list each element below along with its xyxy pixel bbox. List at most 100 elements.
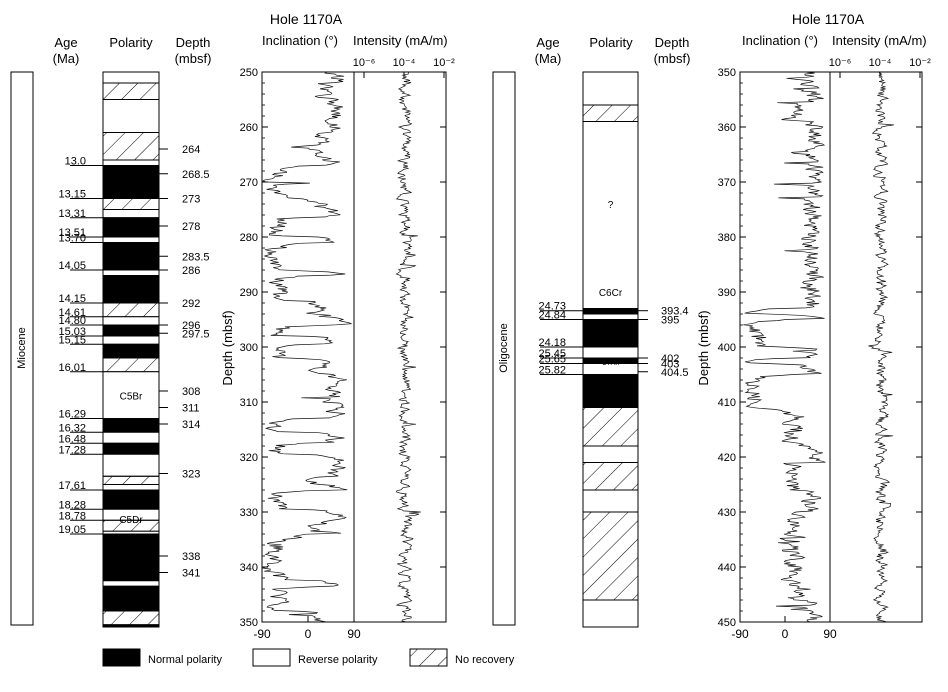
left-inclination-label: Inclination (°) (262, 33, 338, 48)
age-tick-label: 18.28 (58, 499, 86, 511)
left-depth-unit: (mbsf) (175, 51, 212, 66)
age-tick-label: 13.51 (58, 227, 86, 239)
right-epoch-label: Oligocene (498, 323, 510, 373)
legend-item-no-recovery: No recovery (409, 648, 515, 667)
right-figure: Hole 1170A Inclination (°) Intensity (mA… (492, 11, 931, 641)
age-tick-label: 13.31 (58, 208, 86, 220)
depth-tick-label: 296 (182, 320, 200, 332)
chron-label: C5ABn (115, 224, 147, 235)
depth-tick-label: 308 (182, 386, 200, 398)
depth-tick-label: 273 (182, 194, 200, 206)
age-tick-label: 15.03 (58, 326, 86, 338)
y-tick-label: 360 (718, 122, 736, 134)
left-depth-header: Depth (176, 35, 211, 50)
left-inclination-panel: 250 260 270 280 290 300 310 320 330 340 350 -90 0 90 (240, 67, 446, 641)
left-epoch-label: Miocene (16, 327, 28, 369)
y-tick-label: 420 (718, 452, 736, 464)
right-inclination-x-axis: -90 0 90 (731, 616, 837, 641)
chron-label: C5Bn.1n (112, 327, 151, 338)
polarity-zone-reverse (582, 599, 639, 628)
y-tick-label: 390 (718, 287, 736, 299)
y-tick-label: 280 (240, 232, 258, 244)
polarity-zone-reverse (102, 159, 160, 166)
y-tick-label: 250 (240, 67, 258, 79)
y-tick-label: 370 (718, 177, 736, 189)
chron-label: C7n.2n (594, 331, 626, 342)
right-inclination-trace (743, 71, 826, 623)
inclination-x-tick-label: 0 (782, 627, 789, 641)
age-tick-label: 25.82 (538, 365, 566, 377)
legend-label-reverse: Reverse polarity (298, 654, 378, 666)
left-hole-title: Hole 1170A (270, 11, 343, 27)
polarity-zone-no-recovery (102, 475, 160, 485)
y-tick-label: 320 (240, 452, 258, 464)
chron-label: C8n.1n (594, 387, 626, 398)
age-tick-label: 14.61 (58, 307, 86, 319)
age-tick-label: 17.28 (58, 444, 86, 456)
polarity-zone-no-recovery (102, 132, 160, 161)
polarity-zone-normal (102, 585, 160, 612)
y-tick-label: 300 (240, 342, 258, 354)
depth-tick-label: 323 (182, 469, 200, 481)
right-intensity-x-axis: 10⁻⁶ 10⁻⁴ 10⁻² (829, 57, 931, 78)
y-tick-label: 430 (718, 507, 736, 519)
left-age-unit: (Ma) (53, 51, 80, 66)
polarity-zone-reverse (582, 313, 639, 320)
y-tick-label: 350 (718, 67, 736, 79)
age-tick-label: 14.80 (58, 315, 86, 327)
legend-swatch-normal (102, 648, 141, 667)
polarity-zone-no-recovery (582, 407, 639, 447)
left-inclination-trace (261, 71, 353, 623)
chron-label: C5Br (120, 391, 143, 402)
depth-tick-label: 402 (661, 353, 679, 365)
right-age-header: Age (536, 35, 559, 50)
depth-tick-label: 395 (661, 315, 679, 327)
polarity-zone-reverse (582, 489, 639, 513)
left-intensity-label: Intensity (mA/m) (353, 33, 448, 48)
chron-label: C5Cn.1n (111, 422, 150, 433)
age-tick-label: 25.65 (538, 354, 566, 366)
age-tick-label: 19.05 (58, 524, 86, 536)
polarity-column-frame (582, 71, 639, 628)
depth-tick-label: 264 (182, 144, 200, 156)
y-tick-label: 340 (240, 562, 258, 574)
y-tick-label: 330 (240, 507, 258, 519)
polarity-zone-reverse (102, 71, 160, 84)
polarity-zone-no-recovery (582, 511, 639, 601)
inclination-x-tick-label: -90 (253, 627, 271, 641)
age-tick-label: 16.29 (58, 409, 86, 421)
chron-label: C6n (122, 595, 140, 606)
right-intensity-panel: 10⁻⁶ 10⁻⁴ 10⁻² (829, 57, 931, 623)
left-polarity-column: C5AAn C5ABn C5ACn C5ADn C5Bn.1n C5Bn.2n C5Br C5… (102, 71, 160, 628)
inclination-x-tick-label: 90 (823, 627, 837, 641)
y-tick-label: 310 (240, 397, 258, 409)
intensity-x-tick-label: 10⁻⁴ (393, 57, 416, 69)
right-age-unit: (Ma) (535, 51, 562, 66)
left-intensity-trace (395, 71, 421, 623)
depth-tick-label: 311 (182, 403, 200, 415)
right-polarity-header: Polarity (589, 35, 633, 50)
chron-label: C5Dn (118, 496, 144, 507)
polarity-zone-normal (582, 308, 639, 315)
intensity-x-tick-label: 10⁻² (433, 57, 455, 69)
y-tick-label: 290 (240, 287, 258, 299)
chron-label: C5AAn (115, 179, 147, 190)
right-depth-unit: (mbsf) (654, 51, 691, 66)
polarity-zone-reverse (582, 121, 639, 309)
depth-tick-label: 314 (182, 419, 200, 431)
age-tick-label: 14.15 (58, 293, 86, 305)
y-tick-label: 410 (718, 397, 736, 409)
polarity-zone-normal (102, 165, 160, 199)
chron-label: ? (608, 200, 614, 211)
chron-label: C5ADn (115, 285, 147, 296)
right-intensity-label: Intensity (mA/m) (832, 33, 927, 48)
legend-swatch-no-recovery (409, 648, 448, 667)
depth-tick-label: 268.5 (182, 169, 210, 181)
right-y-axis-label: Depth (mbsf) (696, 310, 711, 385)
polarity-zone-reverse (582, 445, 639, 463)
polarity-zone-reverse (582, 71, 639, 106)
polarity-zone-reverse (102, 580, 160, 587)
right-intensity-trace (868, 71, 894, 623)
